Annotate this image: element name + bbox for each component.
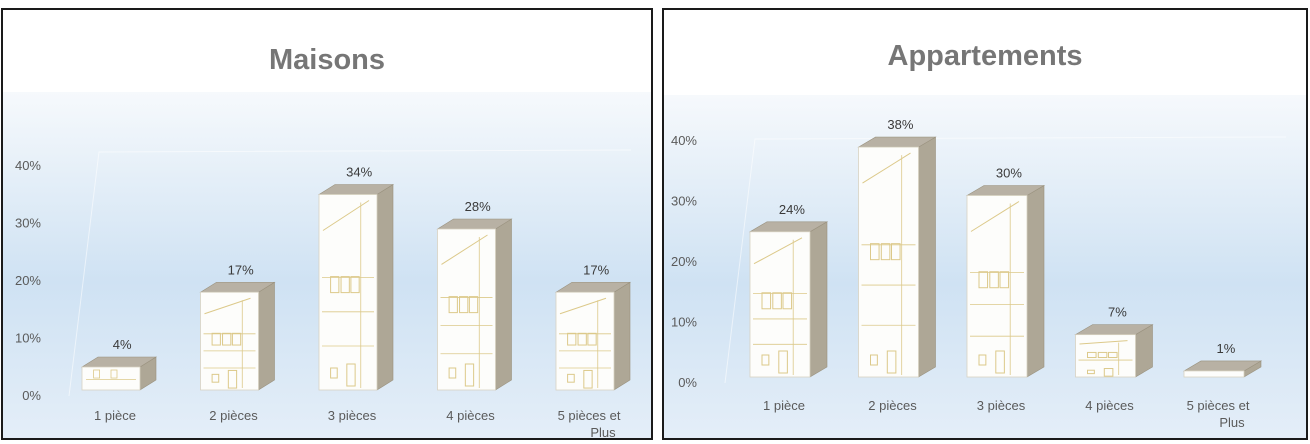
y-tick-label: 20% <box>671 254 697 269</box>
data-label: 30% <box>996 166 1022 181</box>
bar <box>554 281 632 391</box>
x-tick-label: 4 pièces <box>446 408 495 423</box>
bar <box>1182 360 1263 378</box>
x-tick-label: 1 pièce <box>94 408 136 423</box>
y-tick-label: 30% <box>15 216 41 231</box>
x-tick-label: 5 pièces et Plus <box>1187 398 1250 430</box>
chart-plot-appartements: 0% 10% 20% 30% 40% 24% 1 pièce 38% 2 pièces 30% 3 … <box>664 95 1306 438</box>
y-tick-label: 40% <box>15 158 41 173</box>
y-tick-label: 0% <box>678 375 697 390</box>
bar <box>436 218 513 391</box>
bar <box>199 281 276 391</box>
bar <box>317 183 395 391</box>
x-tick-label: 2 pièces <box>868 398 917 413</box>
bar <box>1074 324 1154 378</box>
plot-wall-outline <box>68 149 632 397</box>
bar <box>857 136 937 378</box>
x-tick-label: 3 pièces <box>977 398 1026 413</box>
y-tick-label: 30% <box>671 194 697 209</box>
bar <box>80 356 158 391</box>
x-tick-label: 5 pièces et Plus <box>558 408 621 438</box>
data-label: 38% <box>887 117 913 132</box>
y-tick-label: 40% <box>671 133 697 148</box>
data-label: 4% <box>113 337 132 352</box>
x-tick-label: 2 pièces <box>209 408 258 423</box>
x-tick-label: 4 pièces <box>1085 398 1134 413</box>
y-tick-label: 10% <box>671 315 697 330</box>
bar <box>965 184 1046 378</box>
data-label: 1% <box>1217 341 1236 356</box>
data-label: 28% <box>465 199 491 214</box>
x-tick-label: 3 pièces <box>328 408 377 423</box>
bar <box>748 221 829 378</box>
data-label: 24% <box>779 202 805 217</box>
data-label: 17% <box>228 262 254 277</box>
data-label: 7% <box>1108 305 1127 320</box>
chart-title: Appartements <box>887 40 1083 72</box>
y-tick-label: 0% <box>22 388 41 403</box>
y-tick-label: 20% <box>15 273 41 288</box>
chart-plot-maisons: 0% 10% 20% 30% 40% 4% 1 pièce 17% 2 pièces 34% 3 p… <box>3 92 651 438</box>
plot-wall-outline <box>724 136 1287 384</box>
chart-panel-maisons: Maisons 0% 10% 20% 30% 40% 4% 1 pièce 17% 2 pièc… <box>1 8 653 440</box>
y-tick-label: 10% <box>15 331 41 346</box>
data-label: 34% <box>346 165 372 180</box>
x-tick-label: 1 pièce <box>763 398 805 413</box>
chart-panel-appartements: Appartements 0% 10% 20% 30% 40% 24% 1 pièce 38%… <box>662 8 1308 440</box>
data-label: 17% <box>583 262 609 277</box>
chart-title: Maisons <box>268 44 386 76</box>
